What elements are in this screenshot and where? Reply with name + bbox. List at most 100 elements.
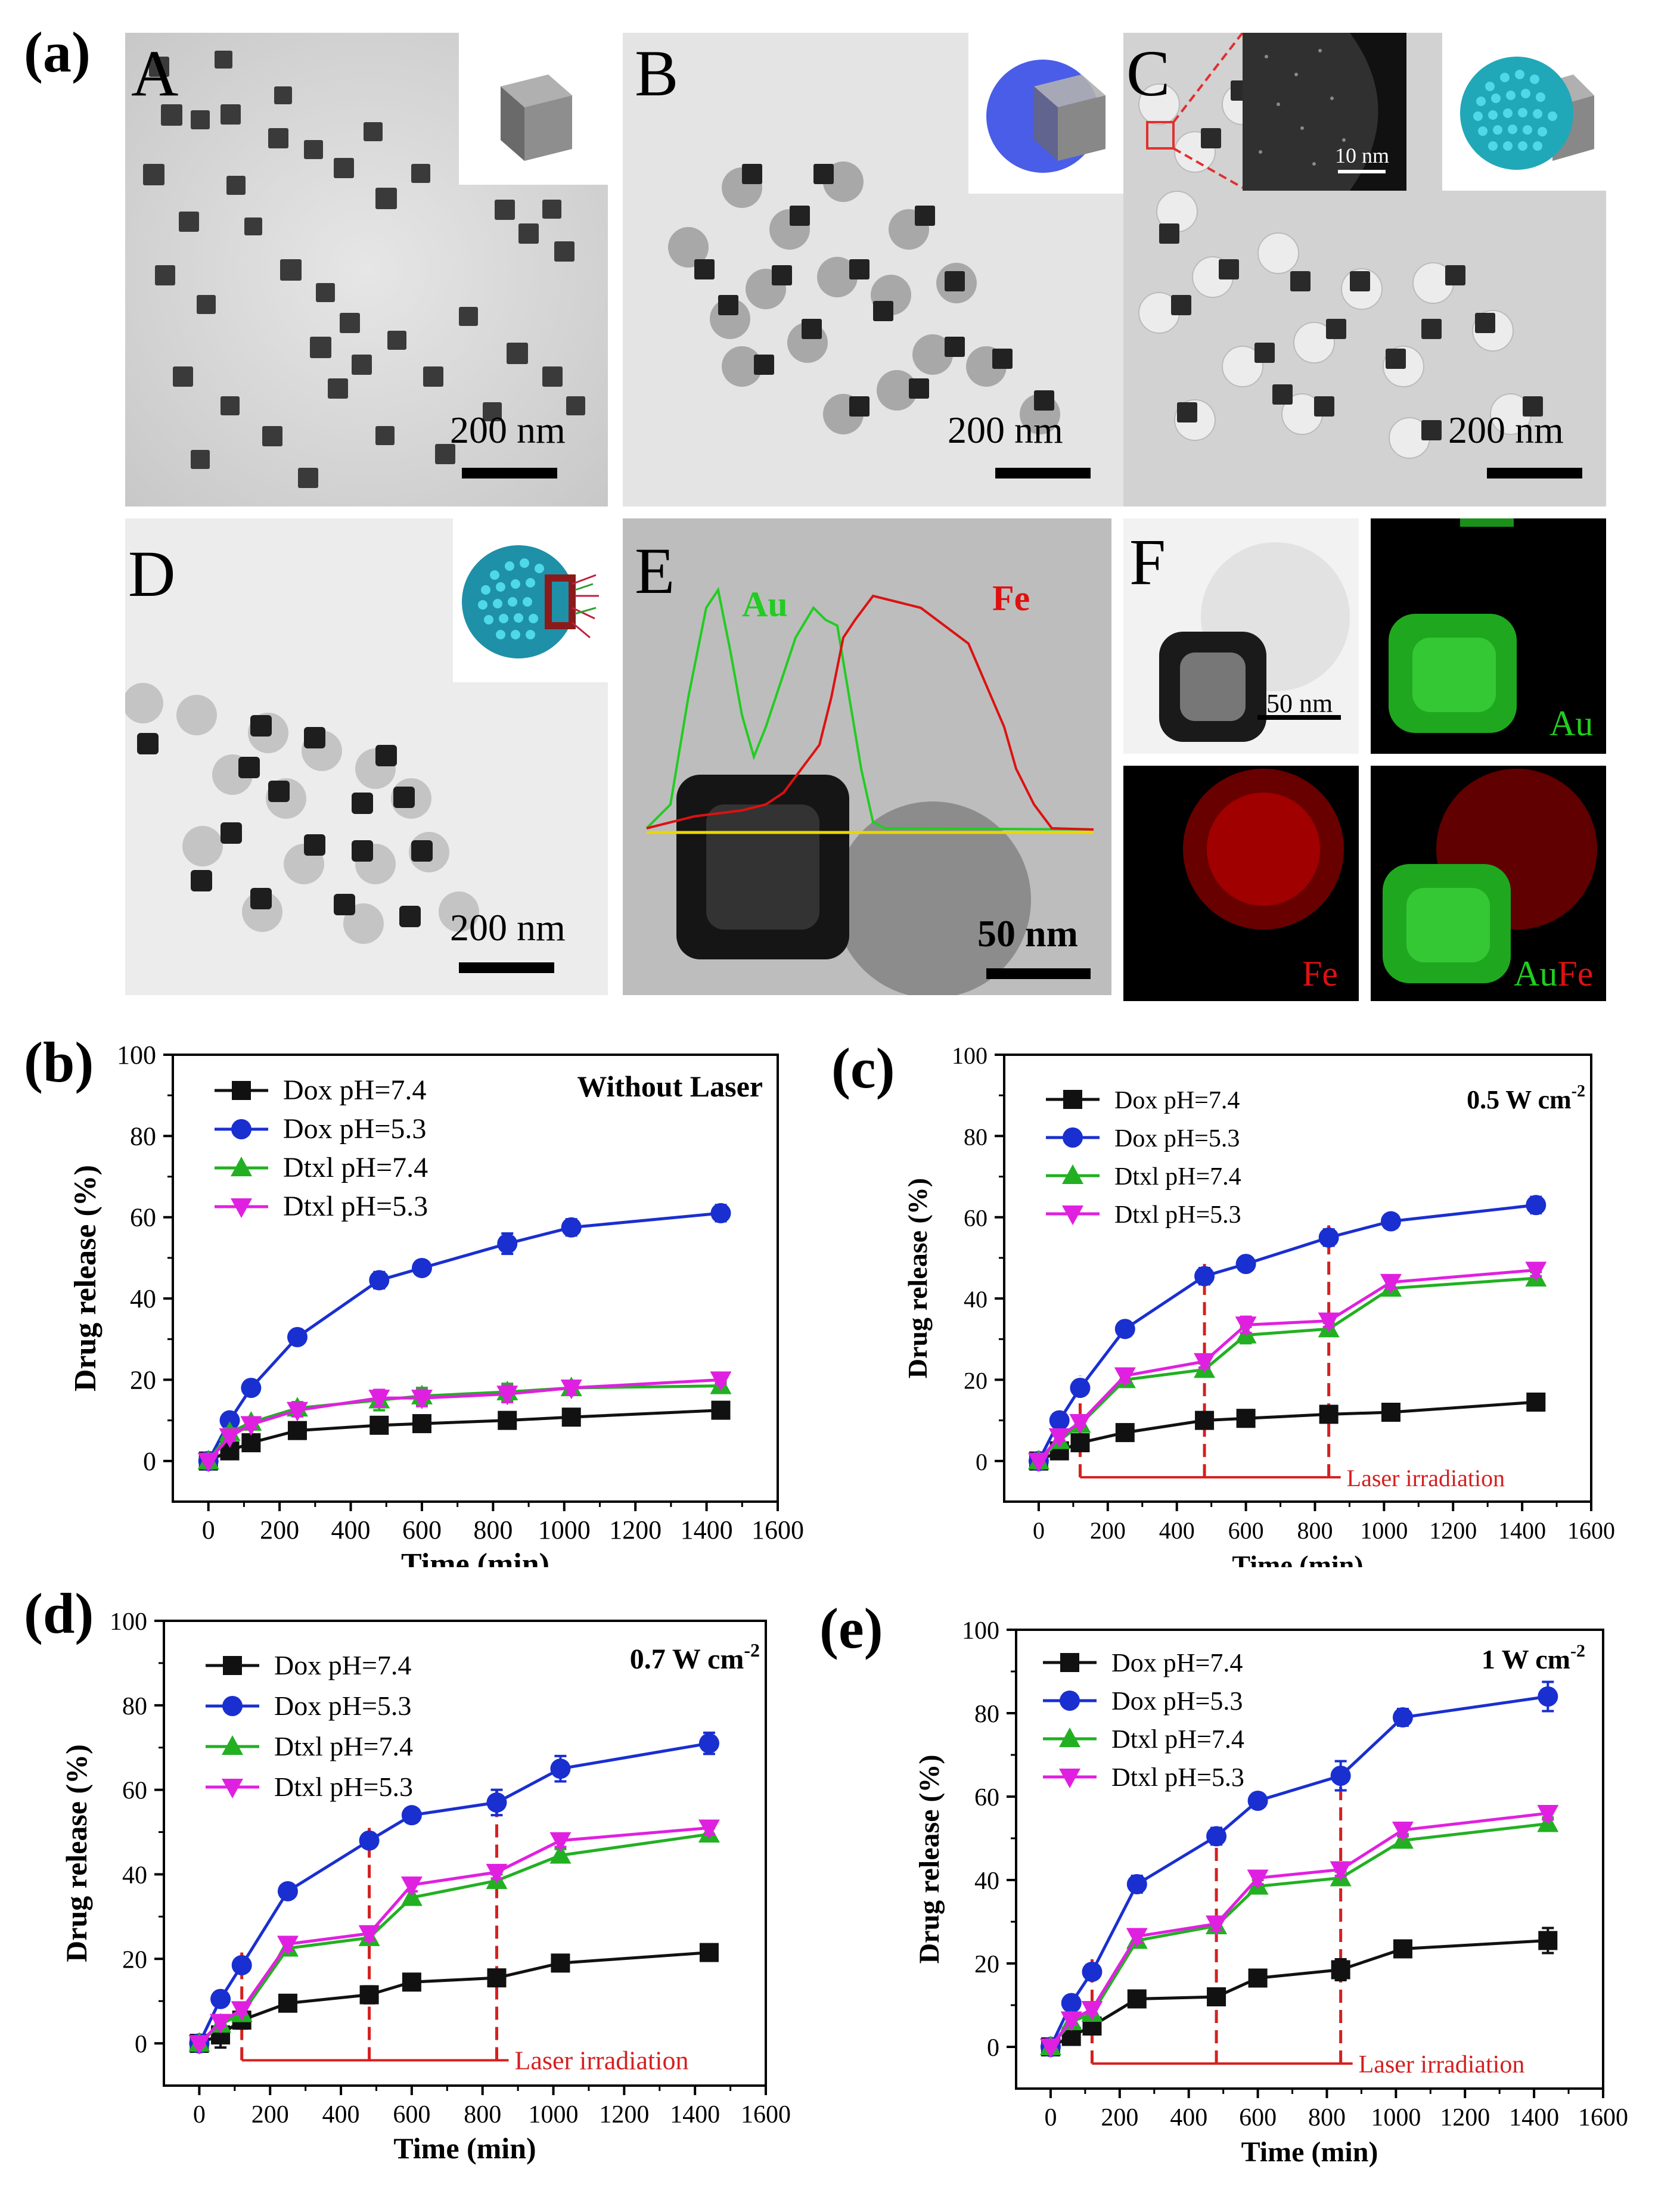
micrograph-e-au-label: Au: [742, 585, 788, 624]
y-tick-label: 0: [143, 1447, 156, 1476]
plot-frame: [163, 1620, 767, 2087]
data-point: [277, 1881, 298, 1901]
legend-item: Dtxl pH=5.3: [215, 1191, 428, 1222]
chart-annotation: 0.7 W cm-2: [630, 1639, 760, 1675]
micrograph-d-letter: D: [128, 537, 176, 610]
legend-label: Dox pH=5.3: [1111, 1686, 1243, 1716]
eds-haadf-scale-label: 50 nm: [1266, 689, 1333, 718]
chart-b: 0 200 400 600 800 1000 1200 1400 1600 0 20 40 60 80 10…: [69, 1040, 804, 1567]
y-axis-label: Drug release (%): [914, 1755, 945, 1964]
data-point: [1393, 1939, 1412, 1959]
micrograph-f-letter: F: [1129, 526, 1166, 598]
eds-fe-map-panel: Fe: [1123, 766, 1359, 1001]
legend-label: Dtxl pH=5.3: [274, 1772, 413, 1802]
micrograph-c-scale-label: 200 nm: [1448, 409, 1564, 451]
legend-item: Dtxl pH=5.3: [1046, 1201, 1241, 1229]
data-point: [1381, 1403, 1400, 1422]
micrograph-e-scale-bar: [986, 968, 1091, 979]
y-tick-label: 80: [974, 1701, 999, 1728]
data-point: [188, 2035, 210, 2055]
data-point: [1194, 1266, 1215, 1287]
data-point: [561, 1217, 582, 1238]
legend-item: Dox pH=5.3: [206, 1691, 411, 1721]
data-point: [550, 1758, 571, 1779]
data-point: [359, 1830, 380, 1851]
y-axis-label: Drug release (%): [69, 1165, 103, 1391]
data-point: [1194, 1353, 1216, 1373]
eds-haadf-image: [1123, 518, 1359, 754]
legend-label: Dtxl pH=7.4: [1111, 1725, 1244, 1754]
legend-item: Dox pH=7.4: [1043, 1648, 1243, 1677]
x-tick-label: 1400: [670, 2101, 720, 2129]
cube-in-sphere-model-icon: [986, 60, 1105, 173]
data-point: [369, 1270, 390, 1291]
data-point: [1318, 1312, 1340, 1332]
series-0: [1041, 1927, 1558, 2056]
micrograph-f: 50 nm F Au Fe AuFe: [1123, 518, 1606, 1001]
legend-label: Dtxl pH=5.3: [1114, 1201, 1241, 1229]
y-tick-label: 60: [130, 1203, 156, 1232]
x-tick-label: 1400: [1498, 1517, 1546, 1544]
data-point: [1126, 1928, 1148, 1948]
micrograph-e-fe-label: Fe: [992, 579, 1030, 618]
data-point: [219, 1428, 241, 1448]
micrograph-a-letter: A: [131, 37, 179, 110]
data-point: [277, 1935, 299, 1956]
y-tick-label: 40: [964, 1286, 987, 1313]
eds-haadf-panel: 50 nm F: [1123, 518, 1359, 754]
data-point: [240, 1416, 262, 1436]
eds-overlay-fe-label: Fe: [1557, 954, 1594, 993]
x-tick-label: 800: [473, 1515, 513, 1545]
legend-label: Dox pH=5.3: [283, 1113, 426, 1145]
y-tick-label: 0: [135, 2031, 147, 2058]
figure-label-a: (a): [24, 20, 91, 84]
y-tick-label: 0: [976, 1449, 987, 1475]
data-point: [1318, 1227, 1339, 1248]
laser-irradiation-label: Laser irradiation: [1359, 2051, 1525, 2078]
data-point: [1236, 1409, 1256, 1428]
data-point: [197, 1452, 219, 1472]
x-axis-label: Time (min): [401, 1548, 549, 1567]
data-point: [710, 1371, 732, 1391]
micrograph-c: 10 nm C 200 nm: [1123, 33, 1606, 507]
data-point: [1235, 1254, 1256, 1275]
y-tick-label: 0: [987, 2034, 999, 2062]
data-point: [231, 1955, 252, 1975]
data-point: [1070, 1378, 1091, 1399]
data-point: [278, 1993, 297, 2013]
x-tick-label: 0: [1044, 2104, 1057, 2131]
series-1: [1040, 1680, 1558, 2057]
x-tick-label: 400: [1159, 1517, 1195, 1544]
eds-fe-map-label: Fe: [1302, 954, 1338, 993]
y-axis-label: Drug release (%): [60, 1744, 93, 1962]
data-point: [1081, 2001, 1103, 2021]
x-tick-label: 1000: [1360, 1517, 1408, 1544]
x-tick-label: 400: [1170, 2104, 1207, 2131]
data-point: [358, 1925, 380, 1945]
data-point: [1039, 2039, 1061, 2058]
micrograph-e: E Au Fe 50 nm: [623, 518, 1111, 995]
micrograph-c-image: [1123, 33, 1606, 507]
x-tick-label: 0: [1033, 1517, 1045, 1544]
x-tick-label: 1000: [1371, 2104, 1421, 2131]
x-tick-label: 1200: [599, 2101, 649, 2129]
series-line: [1038, 1276, 1536, 1462]
data-point: [1070, 1433, 1090, 1453]
y-tick-label: 80: [122, 1693, 147, 1720]
y-tick-label: 100: [962, 1617, 999, 1645]
data-point: [1525, 1261, 1547, 1282]
chart-d: 0 200 400 600 800 1000 1200 1400 1600 0 20 40 60 80 10…: [60, 1608, 791, 2165]
micrograph-e-image: [623, 518, 1111, 995]
series-line: [1049, 1822, 1548, 2048]
micrograph-c-zoom-inset: 10 nm: [1243, 33, 1406, 191]
legend-item: Dox pH=7.4: [206, 1650, 411, 1680]
micrograph-b: B 200 nm: [623, 33, 1123, 507]
data-point: [1060, 2011, 1082, 2031]
legend-label: Dtxl pH=7.4: [274, 1731, 413, 1761]
x-tick-label: 1600: [1578, 2104, 1628, 2131]
data-point: [402, 1972, 421, 1992]
data-point: [287, 1326, 308, 1347]
series-3: [197, 1371, 732, 1472]
data-point: [1392, 1707, 1413, 1727]
y-tick-label: 40: [974, 1868, 999, 1895]
